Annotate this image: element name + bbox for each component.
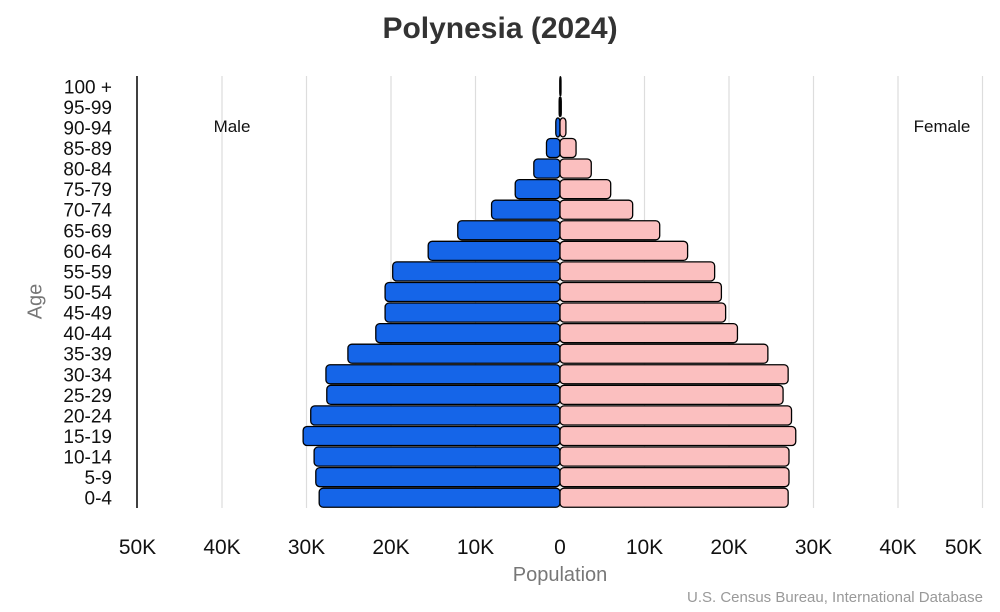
bar-female xyxy=(559,199,634,220)
y-tick-label: 40-44 xyxy=(63,324,112,345)
bar-female xyxy=(559,446,790,467)
bar-female xyxy=(559,384,784,406)
bar-male xyxy=(392,261,561,282)
bar-male xyxy=(533,158,561,179)
y-tick-label: 90-94 xyxy=(63,118,112,139)
bar-female xyxy=(559,322,739,344)
y-tick-label: 75-79 xyxy=(63,180,112,201)
y-tick-label: 25-29 xyxy=(63,386,112,407)
bar-male xyxy=(302,425,561,447)
x-tick-label: 50K xyxy=(945,536,982,559)
legend-male-label: Male xyxy=(214,117,251,136)
y-tick-label: 0-4 xyxy=(85,489,113,510)
bar-female xyxy=(559,220,661,241)
bar-male xyxy=(315,466,561,488)
y-tick-label: 100 + xyxy=(64,77,112,98)
bar-female xyxy=(559,302,727,323)
bar-male xyxy=(384,281,561,303)
bar-male xyxy=(457,220,561,241)
bar-female xyxy=(559,261,716,282)
chart-title: Polynesia (2024) xyxy=(382,12,618,45)
y-tick-label: 45-49 xyxy=(63,304,112,325)
x-axis-label: Population xyxy=(512,564,608,586)
x-tick-label: 10K xyxy=(457,536,494,559)
bar-female xyxy=(559,343,769,364)
legend-female-label: Female xyxy=(914,117,971,136)
x-tick-label: 50K xyxy=(119,536,156,559)
x-tick-label: 40K xyxy=(203,536,240,559)
bar-male xyxy=(384,302,561,323)
bar-female xyxy=(559,158,592,179)
bar-male xyxy=(326,384,561,406)
y-tick-label: 35-39 xyxy=(63,345,112,366)
bar-female xyxy=(559,240,689,262)
bar-male xyxy=(427,240,561,262)
x-tick-label: 10K xyxy=(626,536,663,559)
x-tick-label: 30K xyxy=(288,536,325,559)
bar-male xyxy=(375,322,561,344)
bar-female xyxy=(559,178,612,200)
bar-male xyxy=(545,137,561,159)
bar-male xyxy=(325,364,561,385)
bar-male xyxy=(490,199,561,220)
y-tick-label: 95-99 xyxy=(63,98,112,119)
bar-female xyxy=(559,281,723,303)
y-tick-label: 80-84 xyxy=(63,160,112,181)
y-tick-label: 20-24 xyxy=(63,406,112,427)
bar-male xyxy=(514,178,561,200)
y-tick-label: 85-89 xyxy=(63,139,112,160)
x-tick-label: 20K xyxy=(710,536,747,559)
x-tick-label: 20K xyxy=(372,536,409,559)
y-tick-label: 5-9 xyxy=(85,468,112,489)
bar-male xyxy=(318,487,561,508)
y-tick-label: 50-54 xyxy=(63,283,112,304)
bar-female xyxy=(559,466,790,488)
x-tick-label: 40K xyxy=(879,536,916,559)
y-tick-label: 15-19 xyxy=(63,427,112,448)
bar-female xyxy=(559,137,577,159)
bar-male xyxy=(347,343,561,364)
bar-female xyxy=(559,76,562,97)
y-tick-label: 30-34 xyxy=(63,365,112,386)
bar-female xyxy=(559,487,789,508)
y-tick-label: 65-69 xyxy=(63,221,112,242)
source-credit: U.S. Census Bureau, International Databa… xyxy=(686,589,983,606)
x-tick-label: 30K xyxy=(795,536,832,559)
bar-male xyxy=(313,446,561,467)
bar-female xyxy=(559,405,793,426)
bar-female xyxy=(559,117,567,138)
bar-female xyxy=(559,96,562,118)
x-tick-label: 0 xyxy=(554,536,566,559)
bar-female xyxy=(559,425,797,447)
y-tick-label: 70-74 xyxy=(63,201,112,222)
y-tick-label: 10-14 xyxy=(63,448,112,469)
y-tick-label: 60-64 xyxy=(63,242,112,263)
y-tick-label: 55-59 xyxy=(63,262,112,283)
bar-male xyxy=(310,405,561,426)
bar-female xyxy=(559,364,789,385)
